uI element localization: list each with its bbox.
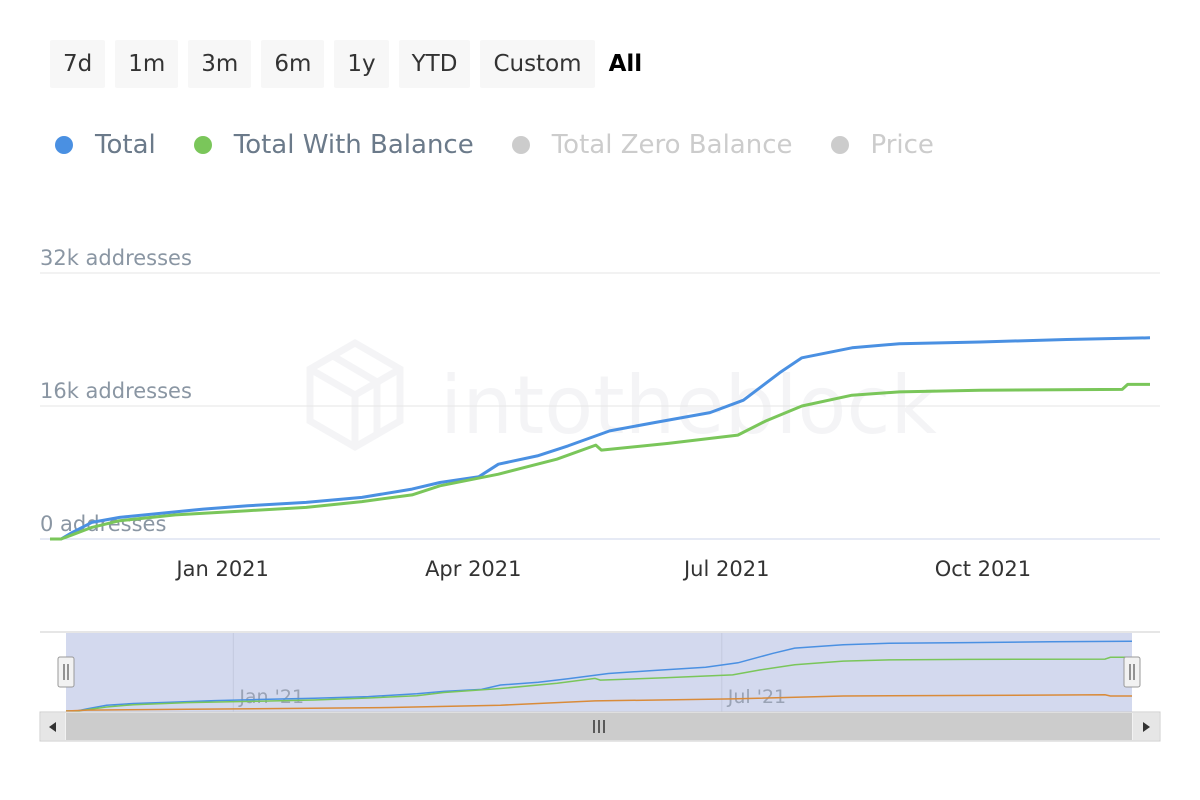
- legend-item-price[interactable]: Price: [830, 130, 934, 160]
- range-button-3m[interactable]: 3m: [188, 40, 252, 88]
- navigator-line-total: [66, 640, 1133, 712]
- range-button-1y[interactable]: 1y: [334, 40, 389, 88]
- range-button-ytd[interactable]: YTD: [398, 40, 471, 88]
- plot-area: [50, 336, 1151, 541]
- legend-item-total[interactable]: Total: [55, 130, 156, 160]
- navigator-right-handle[interactable]: [1123, 656, 1141, 688]
- range-selector: 7d 1m 3m 6m 1y YTD Custom All: [50, 40, 646, 88]
- navigator-selection[interactable]: [66, 633, 1132, 712]
- x-tick-label: Apr 2021: [425, 557, 521, 581]
- handle-grip-icon: [1123, 656, 1141, 688]
- range-button-1m[interactable]: 1m: [115, 40, 179, 88]
- series-line-total: [50, 336, 1151, 541]
- series-line-total-with-balance: [50, 382, 1150, 541]
- navigator-tick-label: Jan '21: [238, 686, 304, 708]
- legend-item-total-with-balance[interactable]: Total With Balance: [193, 130, 474, 160]
- navigator-left-handle[interactable]: [57, 656, 75, 688]
- navigator-tick-label: Jul '21: [727, 686, 786, 708]
- navigator-line-total-zero-balance: [65, 694, 1132, 712]
- handle-grip-icon: [57, 656, 75, 688]
- x-tick-label: Jan 2021: [174, 557, 269, 581]
- x-tick-label: Oct 2021: [935, 557, 1031, 581]
- y-tick-label: 16k addresses: [40, 379, 192, 403]
- x-tick-label: Jul 2021: [682, 557, 769, 581]
- legend-label: Total Zero Balance: [551, 130, 793, 160]
- y-tick-label: 32k addresses: [40, 246, 192, 270]
- legend-dot-icon: [511, 136, 530, 154]
- legend-dot-icon: [830, 136, 849, 154]
- range-button-all[interactable]: All: [608, 51, 643, 77]
- legend-item-total-zero-balance[interactable]: Total Zero Balance: [511, 130, 793, 160]
- navigator[interactable]: Jan '21 Jul '21: [39, 631, 1161, 742]
- range-button-custom[interactable]: Custom: [480, 40, 595, 88]
- x-axis: Jan 2021 Apr 2021 Jul 2021 Oct 2021: [174, 557, 1031, 581]
- legend-dot-icon: [55, 136, 73, 154]
- legend-dot-icon: [193, 136, 212, 154]
- range-button-6m[interactable]: 6m: [261, 40, 325, 88]
- chart-legend: Total Total With Balance Total Zero Balanc…: [55, 130, 934, 160]
- arrow-right-icon: [1143, 722, 1150, 732]
- chart-grid: [40, 272, 1160, 540]
- navigator-line-total-with-balance: [66, 656, 1132, 712]
- legend-label: Total With Balance: [233, 130, 474, 160]
- legend-label: Total: [95, 130, 156, 160]
- range-button-7d[interactable]: 7d: [50, 40, 106, 88]
- scrollbar[interactable]: [39, 711, 1161, 742]
- legend-label: Price: [870, 130, 934, 160]
- arrow-left-icon: [49, 722, 56, 732]
